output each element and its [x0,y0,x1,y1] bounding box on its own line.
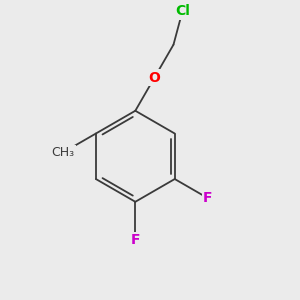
Text: CH₃: CH₃ [51,146,74,159]
Text: F: F [130,233,140,247]
Text: Cl: Cl [175,4,190,19]
Text: F: F [203,191,212,205]
Text: O: O [148,71,160,85]
